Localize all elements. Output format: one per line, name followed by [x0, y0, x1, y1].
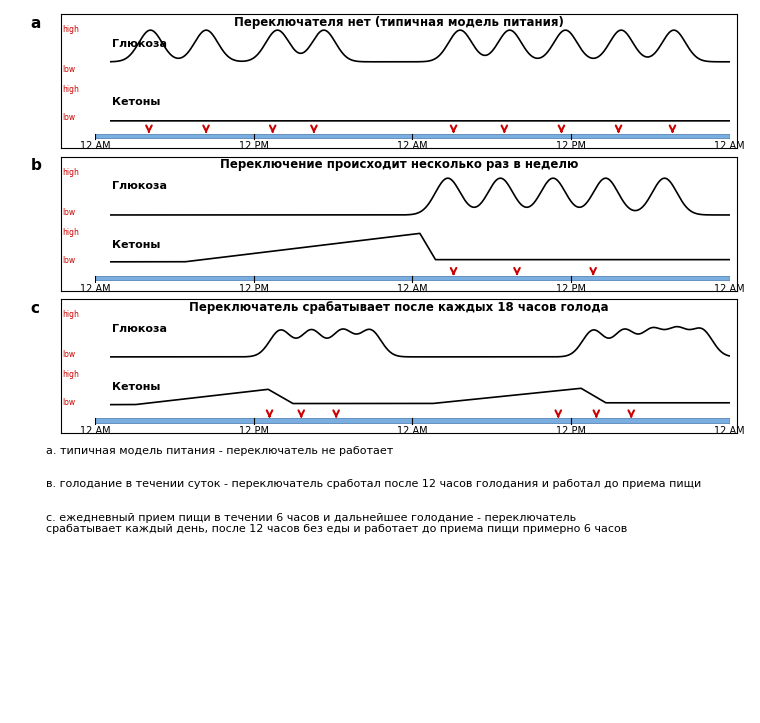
- Text: Глюкоза: Глюкоза: [112, 39, 167, 49]
- Text: 12 AM: 12 AM: [714, 427, 745, 436]
- Text: high: high: [62, 370, 79, 379]
- Text: 12 AM: 12 AM: [397, 284, 428, 294]
- Text: 12 AM: 12 AM: [80, 427, 110, 436]
- Text: high: high: [62, 85, 79, 94]
- Text: 12 AM: 12 AM: [80, 284, 110, 294]
- Text: 12 PM: 12 PM: [239, 427, 268, 436]
- Text: low: low: [62, 208, 75, 217]
- Text: а. типичная модель питания - переключатель не работает: а. типичная модель питания - переключате…: [46, 446, 393, 456]
- Text: high: high: [62, 25, 79, 34]
- Text: 12 PM: 12 PM: [556, 427, 586, 436]
- Text: Переключение происходит несколько раз в неделю: Переключение происходит несколько раз в …: [220, 158, 578, 171]
- Text: 12 AM: 12 AM: [714, 142, 745, 151]
- Text: high: high: [62, 310, 79, 319]
- Text: low: low: [62, 65, 75, 74]
- Text: c: c: [30, 301, 40, 316]
- Text: b: b: [30, 158, 41, 174]
- Text: a: a: [30, 16, 41, 31]
- Text: 12 PM: 12 PM: [556, 142, 586, 151]
- Text: high: high: [62, 168, 79, 176]
- Text: 12 PM: 12 PM: [239, 284, 268, 294]
- Text: 12 PM: 12 PM: [239, 142, 268, 151]
- Text: Кетоны: Кетоны: [112, 239, 161, 249]
- Bar: [95, 419, 730, 422]
- Text: Переключатель срабатывает после каждых 18 часов голода: Переключатель срабатывает после каждых 1…: [189, 301, 609, 314]
- Text: Кетоны: Кетоны: [112, 97, 161, 107]
- Bar: [95, 276, 730, 280]
- Text: low: low: [62, 113, 75, 122]
- Text: с. ежедневный прием пищи в течении 6 часов и дальнейшее голодание - переключател: с. ежедневный прием пищи в течении 6 час…: [46, 513, 627, 534]
- Text: low: low: [62, 255, 75, 265]
- Text: Переключателя нет (типичная модель питания): Переключателя нет (типичная модель питан…: [234, 16, 564, 29]
- Text: 12 PM: 12 PM: [556, 284, 586, 294]
- Text: 12 AM: 12 AM: [397, 427, 428, 436]
- Bar: [95, 134, 730, 137]
- Text: 12 AM: 12 AM: [80, 142, 110, 151]
- Text: 12 AM: 12 AM: [397, 142, 428, 151]
- Text: Кетоны: Кетоны: [112, 382, 161, 392]
- Text: high: high: [62, 228, 79, 236]
- Text: low: low: [62, 350, 75, 359]
- Text: Глюкоза: Глюкоза: [112, 324, 167, 334]
- Text: low: low: [62, 398, 75, 407]
- Text: Глюкоза: Глюкоза: [112, 181, 167, 192]
- Text: 12 AM: 12 AM: [714, 284, 745, 294]
- Text: в. голодание в течении суток - переключатель сработал после 12 часов голодания и: в. голодание в течении суток - переключа…: [46, 479, 701, 489]
